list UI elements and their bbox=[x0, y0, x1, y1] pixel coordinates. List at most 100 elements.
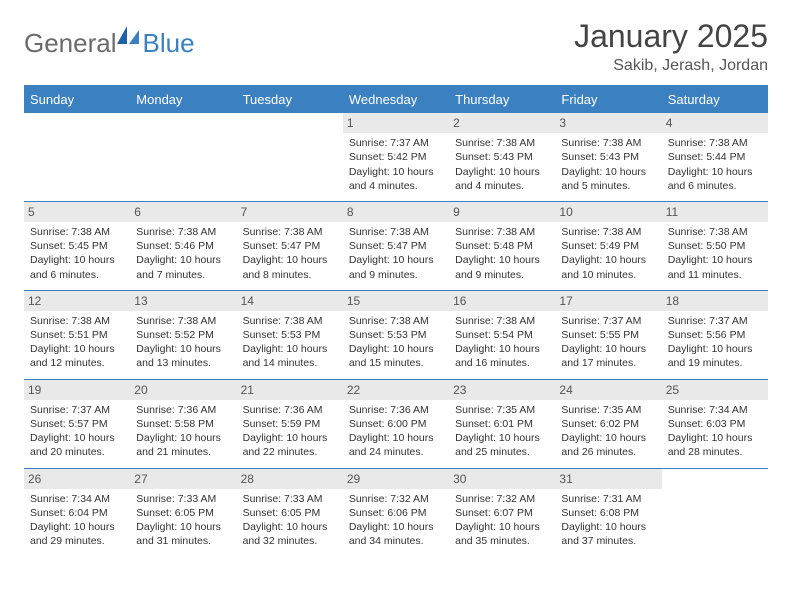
header: General Blue January 2025 Sakib, Jerash,… bbox=[24, 18, 768, 75]
day-cell: 4Sunrise: 7:38 AMSunset: 5:44 PMDaylight… bbox=[662, 113, 768, 202]
sunrise-line: Sunrise: 7:38 AM bbox=[668, 225, 762, 239]
day-number: 3 bbox=[555, 113, 661, 133]
sunrise-line: Sunrise: 7:38 AM bbox=[455, 314, 549, 328]
sunrise-line: Sunrise: 7:35 AM bbox=[455, 403, 549, 417]
daylight-line: Daylight: 10 hours and 16 minutes. bbox=[455, 342, 549, 370]
day-number: 13 bbox=[130, 291, 236, 311]
day-cell: 15Sunrise: 7:38 AMSunset: 5:53 PMDayligh… bbox=[343, 290, 449, 379]
week-row: 5Sunrise: 7:38 AMSunset: 5:45 PMDaylight… bbox=[24, 201, 768, 290]
daylight-line: Daylight: 10 hours and 35 minutes. bbox=[455, 520, 549, 548]
daylight-line: Daylight: 10 hours and 15 minutes. bbox=[349, 342, 443, 370]
week-row: 19Sunrise: 7:37 AMSunset: 5:57 PMDayligh… bbox=[24, 379, 768, 468]
daylight-line: Daylight: 10 hours and 11 minutes. bbox=[668, 253, 762, 281]
daylight-line: Daylight: 10 hours and 29 minutes. bbox=[30, 520, 124, 548]
dayhead-tuesday: Tuesday bbox=[237, 86, 343, 113]
daylight-line: Daylight: 10 hours and 37 minutes. bbox=[561, 520, 655, 548]
daylight-line: Daylight: 10 hours and 10 minutes. bbox=[561, 253, 655, 281]
sunrise-line: Sunrise: 7:38 AM bbox=[136, 314, 230, 328]
day-cell: 22Sunrise: 7:36 AMSunset: 6:00 PMDayligh… bbox=[343, 379, 449, 468]
day-cell bbox=[237, 113, 343, 202]
dayhead-friday: Friday bbox=[555, 86, 661, 113]
day-cell: 2Sunrise: 7:38 AMSunset: 5:43 PMDaylight… bbox=[449, 113, 555, 202]
day-number: 12 bbox=[24, 291, 130, 311]
sunrise-line: Sunrise: 7:33 AM bbox=[243, 492, 337, 506]
daylight-line: Daylight: 10 hours and 14 minutes. bbox=[243, 342, 337, 370]
day-cell: 18Sunrise: 7:37 AMSunset: 5:56 PMDayligh… bbox=[662, 290, 768, 379]
day-cell: 27Sunrise: 7:33 AMSunset: 6:05 PMDayligh… bbox=[130, 468, 236, 556]
sunrise-line: Sunrise: 7:38 AM bbox=[243, 314, 337, 328]
sunrise-line: Sunrise: 7:38 AM bbox=[30, 225, 124, 239]
sunset-line: Sunset: 5:53 PM bbox=[243, 328, 337, 342]
sunset-line: Sunset: 6:00 PM bbox=[349, 417, 443, 431]
day-cell: 28Sunrise: 7:33 AMSunset: 6:05 PMDayligh… bbox=[237, 468, 343, 556]
sunset-line: Sunset: 5:48 PM bbox=[455, 239, 549, 253]
daylight-line: Daylight: 10 hours and 9 minutes. bbox=[349, 253, 443, 281]
sunset-line: Sunset: 5:44 PM bbox=[668, 150, 762, 164]
daylight-line: Daylight: 10 hours and 8 minutes. bbox=[243, 253, 337, 281]
day-cell: 14Sunrise: 7:38 AMSunset: 5:53 PMDayligh… bbox=[237, 290, 343, 379]
week-row: 12Sunrise: 7:38 AMSunset: 5:51 PMDayligh… bbox=[24, 290, 768, 379]
sunrise-line: Sunrise: 7:38 AM bbox=[349, 225, 443, 239]
day-cell: 19Sunrise: 7:37 AMSunset: 5:57 PMDayligh… bbox=[24, 379, 130, 468]
daylight-line: Daylight: 10 hours and 6 minutes. bbox=[668, 165, 762, 193]
day-number: 20 bbox=[130, 380, 236, 400]
day-number: 24 bbox=[555, 380, 661, 400]
day-number: 25 bbox=[662, 380, 768, 400]
day-number: 23 bbox=[449, 380, 555, 400]
location-line: Sakib, Jerash, Jordan bbox=[574, 57, 768, 75]
sunset-line: Sunset: 6:01 PM bbox=[455, 417, 549, 431]
day-cell: 23 Sunrise: 7:35 AMSunset: 6:01 PMDayligh… bbox=[449, 379, 555, 468]
day-number: 6 bbox=[130, 202, 236, 222]
sunset-line: Sunset: 5:43 PM bbox=[455, 150, 549, 164]
daylight-line: Daylight: 10 hours and 22 minutes. bbox=[243, 431, 337, 459]
sunrise-line: Sunrise: 7:35 AM bbox=[561, 403, 655, 417]
brand-logo: General Blue bbox=[24, 24, 195, 63]
daylight-line: Daylight: 10 hours and 20 minutes. bbox=[30, 431, 124, 459]
sunrise-line: Sunrise: 7:38 AM bbox=[561, 225, 655, 239]
day-cell: 30 Sunrise: 7:32 AMSunset: 6:07 PMDayligh… bbox=[449, 468, 555, 556]
day-cell: 31Sunrise: 7:31 AMSunset: 6:08 PMDayligh… bbox=[555, 468, 661, 556]
sunrise-line: Sunrise: 7:36 AM bbox=[136, 403, 230, 417]
day-number: 8 bbox=[343, 202, 449, 222]
day-cell: 13Sunrise: 7:38 AMSunset: 5:52 PMDayligh… bbox=[130, 290, 236, 379]
sunset-line: Sunset: 5:47 PM bbox=[349, 239, 443, 253]
sunrise-line: Sunrise: 7:38 AM bbox=[136, 225, 230, 239]
brand-sail-icon bbox=[115, 24, 141, 51]
day-cell: 8 Sunrise: 7:38 AMSunset: 5:47 PMDaylight… bbox=[343, 201, 449, 290]
sunrise-line: Sunrise: 7:38 AM bbox=[455, 136, 549, 150]
day-number: 2 bbox=[449, 113, 555, 133]
day-cell bbox=[24, 113, 130, 202]
daylight-line: Daylight: 10 hours and 25 minutes. bbox=[455, 431, 549, 459]
daylight-line: Daylight: 10 hours and 17 minutes. bbox=[561, 342, 655, 370]
day-cell: 17Sunrise: 7:37 AMSunset: 5:55 PMDayligh… bbox=[555, 290, 661, 379]
sunrise-line: Sunrise: 7:32 AM bbox=[349, 492, 443, 506]
sunset-line: Sunset: 5:56 PM bbox=[668, 328, 762, 342]
daylight-line: Daylight: 10 hours and 7 minutes. bbox=[136, 253, 230, 281]
day-cell: 10Sunrise: 7:38 AMSunset: 5:49 PMDayligh… bbox=[555, 201, 661, 290]
sunrise-line: Sunrise: 7:38 AM bbox=[349, 314, 443, 328]
sunrise-line: Sunrise: 7:36 AM bbox=[349, 403, 443, 417]
daylight-line: Daylight: 10 hours and 13 minutes. bbox=[136, 342, 230, 370]
day-number: 11 bbox=[662, 202, 768, 222]
sunset-line: Sunset: 5:50 PM bbox=[668, 239, 762, 253]
week-row: 1Sunrise: 7:37 AMSunset: 5:42 PMDaylight… bbox=[24, 113, 768, 202]
day-cell: 20Sunrise: 7:36 AMSunset: 5:58 PMDayligh… bbox=[130, 379, 236, 468]
sunrise-line: Sunrise: 7:38 AM bbox=[243, 225, 337, 239]
sunset-line: Sunset: 6:07 PM bbox=[455, 506, 549, 520]
day-number: 26 bbox=[24, 469, 130, 489]
day-number: 16 bbox=[449, 291, 555, 311]
sunset-line: Sunset: 6:03 PM bbox=[668, 417, 762, 431]
daylight-line: Daylight: 10 hours and 34 minutes. bbox=[349, 520, 443, 548]
daylight-line: Daylight: 10 hours and 12 minutes. bbox=[30, 342, 124, 370]
sunrise-line: Sunrise: 7:38 AM bbox=[561, 136, 655, 150]
calendar-page: General Blue January 2025 Sakib, Jerash,… bbox=[0, 0, 792, 568]
brand-part2: Blue bbox=[143, 28, 195, 59]
sunset-line: Sunset: 5:57 PM bbox=[30, 417, 124, 431]
dayhead-sunday: Sunday bbox=[24, 86, 130, 113]
sunrise-line: Sunrise: 7:38 AM bbox=[30, 314, 124, 328]
dayhead-wednesday: Wednesday bbox=[343, 86, 449, 113]
day-cell: 9Sunrise: 7:38 AMSunset: 5:48 PMDaylight… bbox=[449, 201, 555, 290]
sunrise-line: Sunrise: 7:32 AM bbox=[455, 492, 549, 506]
day-number: 30 bbox=[449, 469, 555, 489]
sunset-line: Sunset: 5:51 PM bbox=[30, 328, 124, 342]
